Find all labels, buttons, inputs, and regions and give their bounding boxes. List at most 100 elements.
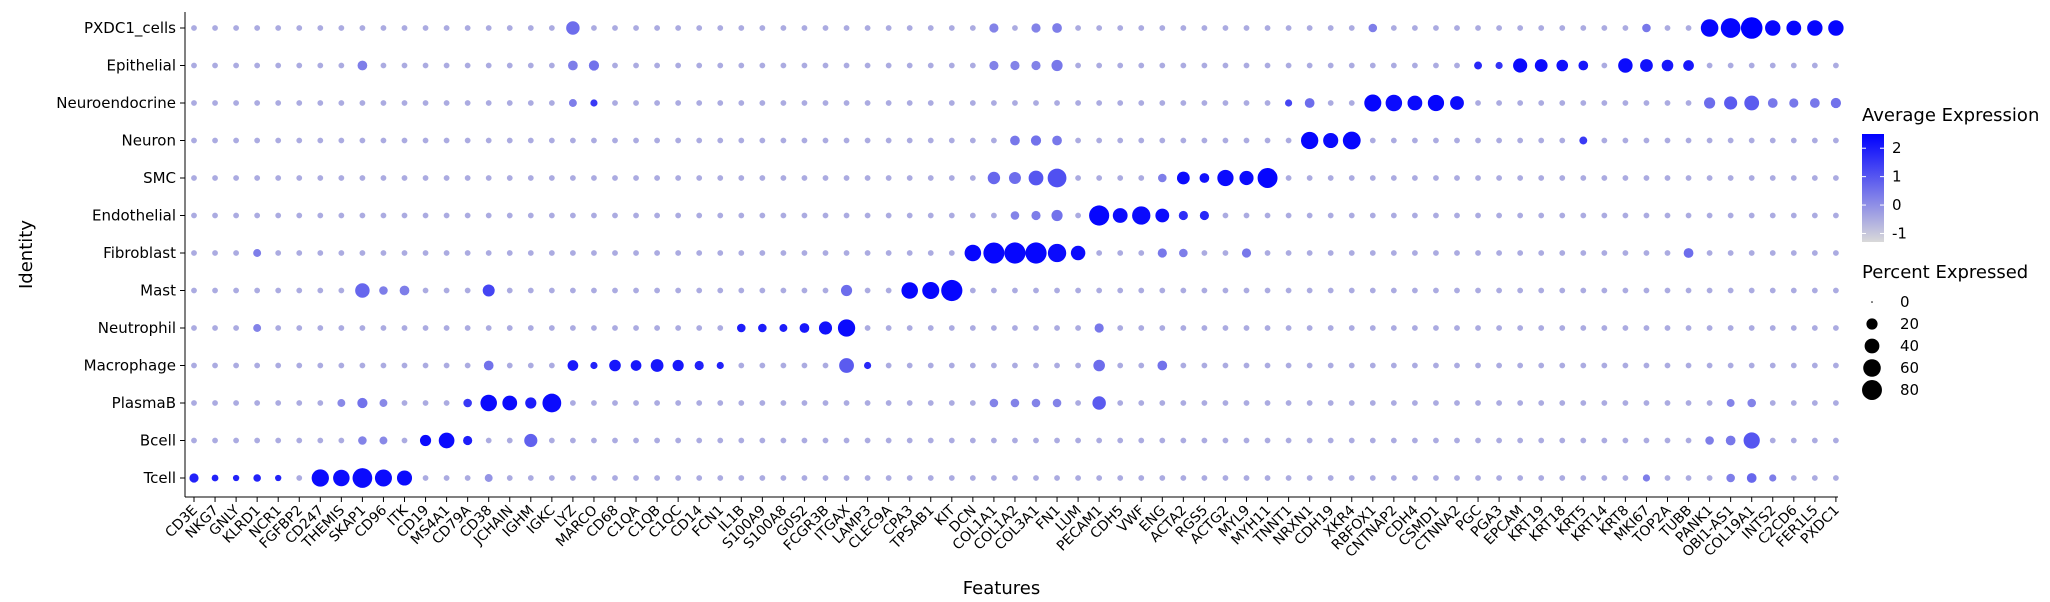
dot <box>1112 208 1128 223</box>
dot <box>379 286 388 295</box>
dot <box>1559 362 1566 369</box>
dot <box>443 475 450 481</box>
dot <box>759 287 766 294</box>
dot <box>1475 437 1481 444</box>
dot <box>506 62 513 69</box>
dot <box>542 393 562 413</box>
dot <box>1243 212 1250 219</box>
dot <box>822 137 829 144</box>
dot <box>717 250 724 256</box>
dot <box>317 62 324 69</box>
dot <box>482 284 495 297</box>
dot <box>717 475 724 481</box>
dot <box>1725 435 1736 446</box>
dot <box>1348 325 1355 331</box>
dot <box>864 137 871 144</box>
dot <box>738 137 745 144</box>
dot <box>1727 62 1734 69</box>
dot <box>1010 211 1020 220</box>
dot <box>822 25 829 31</box>
dot <box>1243 475 1250 481</box>
dot <box>527 475 534 481</box>
dot-layer <box>189 17 1844 488</box>
dot <box>1726 399 1735 407</box>
dot <box>1180 62 1187 69</box>
dot <box>1285 475 1292 481</box>
dot <box>296 325 303 331</box>
dot <box>1285 212 1292 219</box>
dot <box>1454 62 1460 69</box>
dot <box>696 325 703 331</box>
dot <box>983 242 1005 264</box>
dot <box>1833 212 1839 219</box>
dot <box>275 400 282 406</box>
dot <box>254 287 261 294</box>
dot <box>1685 212 1692 219</box>
dot <box>422 287 429 294</box>
dot <box>1033 475 1039 481</box>
dot <box>1790 475 1797 481</box>
dot <box>675 287 682 294</box>
dot <box>1454 175 1460 181</box>
dot <box>1496 437 1502 444</box>
dot <box>1179 248 1188 258</box>
dot <box>922 281 940 300</box>
dot <box>443 62 450 69</box>
dot <box>1222 475 1229 481</box>
dot <box>633 62 639 69</box>
dot <box>548 437 555 444</box>
dot <box>696 212 703 219</box>
dot <box>654 25 660 31</box>
dot <box>1534 59 1548 72</box>
dot <box>401 100 408 106</box>
dot <box>1159 25 1166 31</box>
dot <box>1180 437 1187 444</box>
dot <box>1538 400 1545 406</box>
dot <box>1580 25 1587 31</box>
dot <box>717 437 724 444</box>
dot <box>352 468 373 488</box>
dot <box>1789 98 1799 108</box>
dot <box>1159 287 1166 294</box>
dot <box>948 400 955 406</box>
dot <box>1327 287 1334 294</box>
size-legend-dot <box>1871 301 1873 303</box>
dot <box>548 362 555 369</box>
dot <box>696 287 703 294</box>
dot <box>758 323 767 333</box>
dot <box>1811 250 1818 256</box>
dot <box>337 399 346 407</box>
dot <box>1517 250 1524 256</box>
dot <box>801 212 808 219</box>
dot <box>906 362 913 369</box>
dot <box>738 175 745 181</box>
dot <box>254 62 261 69</box>
dot <box>1096 437 1103 444</box>
dot <box>1217 169 1234 187</box>
dot <box>1433 212 1439 219</box>
dot <box>1407 95 1423 111</box>
dot <box>1075 25 1081 31</box>
dot <box>1748 137 1755 144</box>
dot <box>672 359 684 372</box>
dot <box>1790 400 1797 406</box>
dot <box>1705 436 1714 445</box>
dot <box>1559 100 1566 106</box>
dot <box>422 62 429 69</box>
dot <box>1390 25 1397 31</box>
dot <box>1138 25 1145 31</box>
dot <box>839 358 854 373</box>
dot <box>633 100 639 106</box>
dot <box>1222 25 1229 31</box>
dot <box>1180 25 1187 31</box>
dot <box>275 175 282 181</box>
dot <box>1138 175 1145 181</box>
dot <box>338 175 345 181</box>
dot <box>568 99 577 107</box>
dot <box>759 437 766 444</box>
dot <box>1475 100 1481 106</box>
dot <box>906 175 913 181</box>
dot <box>864 437 871 444</box>
dot <box>1264 100 1271 106</box>
dot <box>1809 98 1820 108</box>
